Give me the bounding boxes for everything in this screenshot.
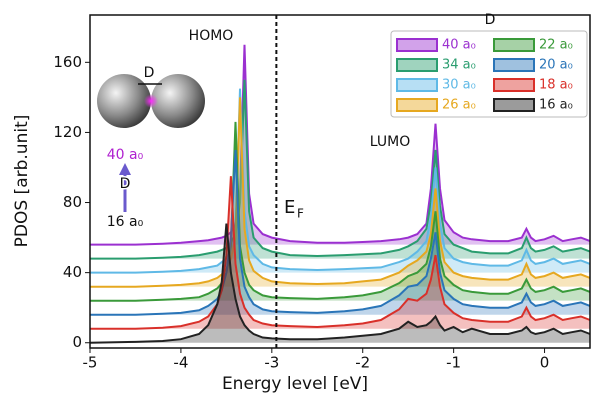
legend-label: 16 a₀ bbox=[539, 98, 573, 113]
sphere bbox=[151, 74, 205, 128]
plot-frame bbox=[89, 14, 591, 349]
area bbox=[90, 223, 590, 343]
legend-swatch bbox=[493, 58, 535, 72]
line bbox=[90, 176, 591, 330]
annotation: HOMO bbox=[189, 28, 234, 44]
y-tick-label: 0 bbox=[72, 333, 82, 351]
annotation: F bbox=[297, 207, 304, 221]
legend-label: 30 a₀ bbox=[442, 78, 476, 93]
legend-title: D bbox=[485, 12, 496, 28]
inset-label: D bbox=[120, 176, 131, 192]
legend-swatch bbox=[396, 98, 438, 112]
legend-swatch bbox=[396, 58, 438, 72]
legend-swatch bbox=[493, 38, 535, 52]
legend-label: 18 a₀ bbox=[539, 78, 573, 93]
x-tick-label: -3 bbox=[264, 354, 279, 372]
legend-swatch bbox=[396, 78, 438, 92]
legend-label: 20 a₀ bbox=[539, 58, 573, 73]
inset-label: D bbox=[144, 65, 155, 81]
x-tick-label: -1 bbox=[446, 354, 461, 372]
legend-box bbox=[390, 30, 588, 118]
legend-label: 26 a₀ bbox=[442, 98, 476, 113]
y-tick-label: 80 bbox=[63, 193, 82, 211]
annotation: LUMO bbox=[370, 134, 410, 150]
y-tick-label: 120 bbox=[53, 123, 82, 141]
legend-label: 40 a₀ bbox=[442, 38, 476, 53]
legend-swatch bbox=[493, 78, 535, 92]
x-tick-label: -4 bbox=[173, 354, 188, 372]
y-axis-label: PDOS [arb.unit] bbox=[12, 115, 32, 248]
annotation: E bbox=[284, 197, 295, 218]
legend-swatch bbox=[396, 38, 438, 52]
legend-label: 22 a₀ bbox=[539, 38, 573, 53]
x-tick-label: -2 bbox=[355, 354, 370, 372]
line bbox=[90, 121, 591, 302]
charge-dot bbox=[144, 94, 158, 108]
legend-swatch bbox=[493, 98, 535, 112]
sphere bbox=[97, 74, 151, 128]
line bbox=[90, 79, 591, 260]
line bbox=[89, 223, 591, 344]
legend-label: 34 a₀ bbox=[442, 58, 476, 73]
x-tick-label: 0 bbox=[540, 354, 550, 372]
x-axis-label: Energy level [eV] bbox=[222, 374, 368, 394]
x-tick-label: -5 bbox=[83, 354, 98, 372]
inset-label: 40 a₀ bbox=[107, 147, 144, 163]
y-tick-label: 40 bbox=[63, 263, 82, 281]
inset-label: 16 a₀ bbox=[107, 214, 144, 230]
arrow-head bbox=[119, 163, 131, 175]
line bbox=[90, 44, 591, 246]
area bbox=[90, 121, 590, 301]
inset: D 40 a₀ D 16 a₀ bbox=[97, 65, 205, 230]
y-tick-label: 160 bbox=[53, 53, 82, 71]
